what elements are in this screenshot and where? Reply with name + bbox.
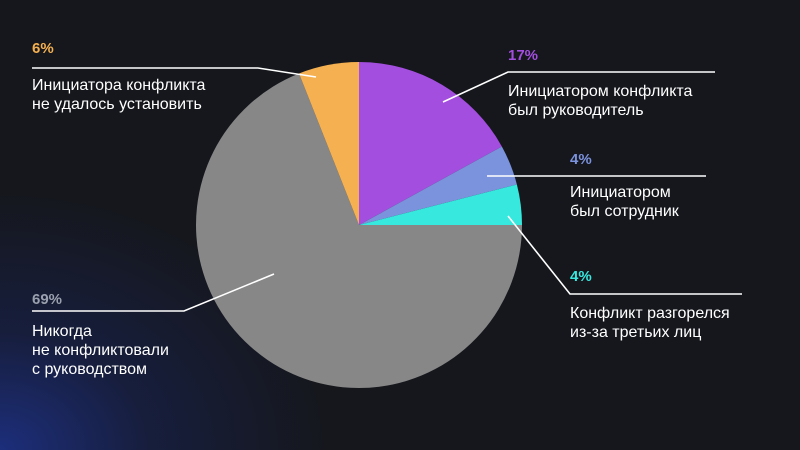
leader-line-never: [32, 273, 275, 312]
pie-slice-third-parties: [359, 184, 522, 225]
pie-slice-never: [196, 73, 523, 389]
slice-percent-employee: 4%: [570, 151, 592, 168]
slice-label-manager: Инициатором конфликта был руководитель: [508, 83, 693, 119]
slice-percent-third-parties: 4%: [570, 268, 592, 285]
leader-line-unknown: [32, 67, 317, 78]
pie-slice-manager: [359, 62, 502, 225]
leader-line-third-parties: [507, 215, 742, 295]
slice-label-unknown: Инициатора конфликта не удалось установи…: [32, 77, 206, 113]
slice-label-never: Никогда не конфликтовали с руководством: [32, 323, 169, 378]
slice-percent-never: 69%: [32, 291, 63, 308]
slice-percent-manager: 17%: [508, 47, 539, 64]
slice-percent-unknown: 6%: [32, 40, 54, 57]
pie-slice-employee: [359, 146, 517, 225]
pie-slice-unknown: [299, 62, 359, 225]
slice-label-third-parties: Конфликт разгорелся из-за третьих лиц: [570, 305, 730, 341]
slice-label-employee: Инициатором был сотрудник: [570, 184, 679, 220]
leader-line-manager: [442, 71, 715, 103]
